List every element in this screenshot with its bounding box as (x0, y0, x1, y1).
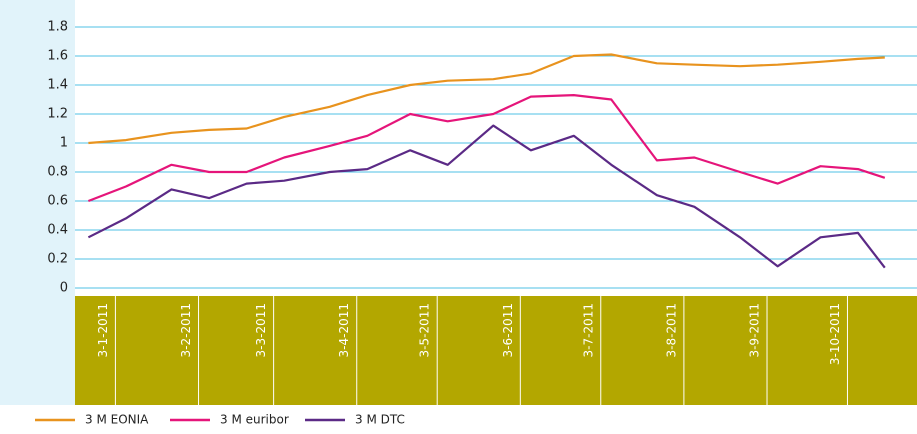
date-band (75, 296, 917, 405)
x-tick-label: 3-9-2011 (748, 303, 762, 357)
x-tick-label: 3-8-2011 (664, 303, 678, 357)
x-tick-label: 3-10-2011 (828, 303, 842, 365)
series-line (88, 94, 886, 203)
y-tick-label: 0 (60, 281, 68, 296)
y-tick-label: 0.2 (47, 252, 68, 267)
axis-panel (0, 0, 75, 405)
legend-label: 3 M DTC (355, 413, 405, 427)
series-line (87, 124, 886, 269)
y-tick-label: 1 (60, 136, 68, 151)
x-tick-label: 3-1-2011 (96, 303, 110, 357)
x-tick-label: 3-3-2011 (254, 303, 268, 357)
x-tick-label: 3-6-2011 (501, 303, 515, 357)
legend-label: 3 M EONIA (85, 413, 149, 427)
y-tick-label: 1.6 (47, 49, 68, 64)
x-tick-label: 3-2-2011 (179, 303, 193, 357)
series-line (88, 53, 885, 145)
x-tick-label: 3-5-2011 (418, 303, 432, 357)
y-tick-label: 1.8 (47, 20, 68, 35)
x-tick-label: 3-7-2011 (581, 303, 595, 357)
y-tick-label: 0.8 (47, 165, 68, 180)
y-tick-label: 0.6 (47, 194, 68, 209)
y-tick-label: 0.4 (47, 223, 68, 238)
y-tick-label: 1.2 (47, 107, 68, 122)
x-tick-label: 3-4-2011 (337, 303, 351, 357)
y-tick-label: 1.4 (47, 78, 68, 93)
legend-label: 3 M euribor (220, 413, 289, 427)
